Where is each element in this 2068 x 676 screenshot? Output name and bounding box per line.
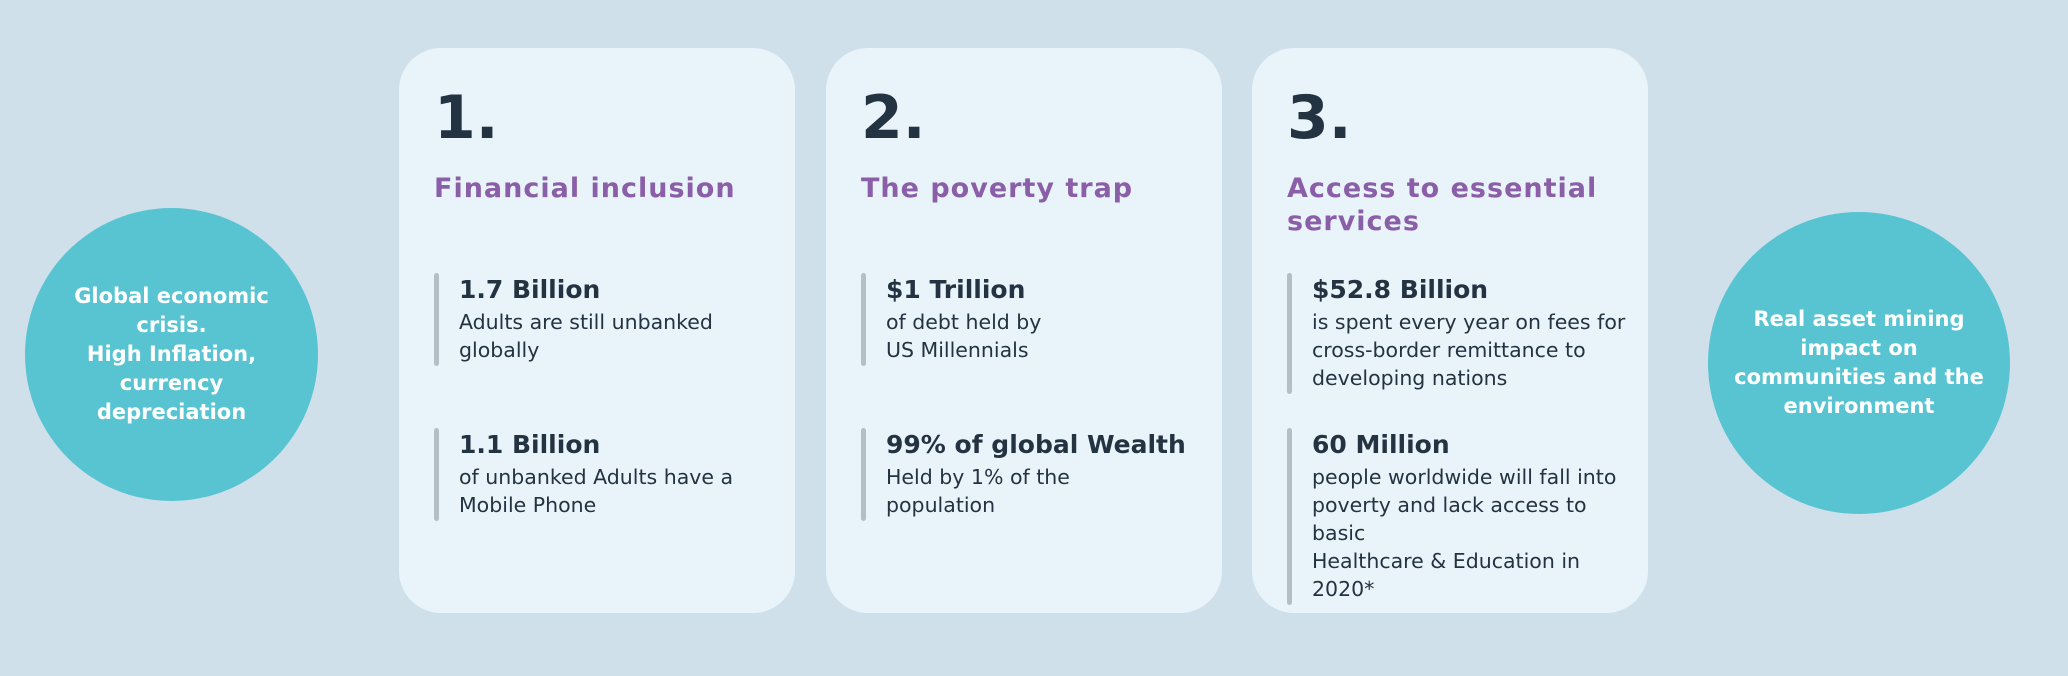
stat-accent-bar: [861, 273, 866, 366]
stat-desc: Adults are still unbanked globally: [459, 310, 713, 362]
stat-desc: Held by 1% of the population: [886, 465, 1070, 517]
stat-block: 99% of global Wealth Held by 1% of the p…: [861, 428, 1210, 521]
right-bubble-text: Real asset mining impact on communities …: [1734, 307, 1984, 418]
card-heading: Financial inclusion: [434, 173, 736, 204]
stat-text: $52.8 Billion is spent every year on fee…: [1312, 273, 1625, 394]
stat-value: $1 Trillion: [886, 275, 1026, 304]
stat-text: 60 Million people worldwide will fall in…: [1312, 428, 1636, 605]
stat-desc: of debt held by US Millennials: [886, 310, 1042, 362]
stat-block: 1.7 Billion Adults are still unbanked gl…: [434, 273, 783, 366]
stat-text: $1 Trillion of debt held by US Millennia…: [886, 273, 1041, 366]
stat-value: 1.1 Billion: [459, 430, 601, 459]
stat-desc: is spent every year on fees for cross-bo…: [1312, 310, 1626, 390]
left-bubble-text: Global economic crisis. High Inflation, …: [74, 284, 269, 424]
stat-accent-bar: [1287, 273, 1292, 394]
stat-block: 60 Million people worldwide will fall in…: [1287, 428, 1636, 605]
right-bubble: Real asset mining impact on communities …: [1708, 212, 2010, 514]
card-access-essential-services: 3. Access to essential services $52.8 Bi…: [1252, 48, 1648, 613]
card-poverty-trap: 2. The poverty trap $1 Trillion of debt …: [826, 48, 1222, 613]
card-number: 2.: [861, 83, 926, 153]
stat-desc: people worldwide will fall into poverty …: [1312, 465, 1617, 601]
card-heading: Access to essential services: [1287, 173, 1598, 237]
stat-value: 60 Million: [1312, 430, 1450, 459]
stat-accent-bar: [861, 428, 866, 521]
card-heading: The poverty trap: [861, 173, 1134, 204]
stat-block: $1 Trillion of debt held by US Millennia…: [861, 273, 1210, 366]
left-bubble: Global economic crisis. High Inflation, …: [25, 208, 318, 501]
stat-text: 99% of global Wealth Held by 1% of the p…: [886, 428, 1186, 521]
stat-text: 1.7 Billion Adults are still unbanked gl…: [459, 273, 713, 366]
stat-accent-bar: [1287, 428, 1292, 605]
stat-value: 1.7 Billion: [459, 275, 601, 304]
stat-block: $52.8 Billion is spent every year on fee…: [1287, 273, 1636, 394]
card-financial-inclusion: 1. Financial inclusion 1.7 Billion Adult…: [399, 48, 795, 613]
stat-text: 1.1 Billion of unbanked Adults have a Mo…: [459, 428, 733, 521]
card-number: 1.: [434, 83, 499, 153]
card-number: 3.: [1287, 83, 1352, 153]
stat-block: 1.1 Billion of unbanked Adults have a Mo…: [434, 428, 783, 521]
stat-accent-bar: [434, 428, 439, 521]
stat-value: $52.8 Billion: [1312, 275, 1489, 304]
stat-value: 99% of global Wealth: [886, 430, 1186, 459]
stat-desc: of unbanked Adults have a Mobile Phone: [459, 465, 734, 517]
stat-accent-bar: [434, 273, 439, 366]
